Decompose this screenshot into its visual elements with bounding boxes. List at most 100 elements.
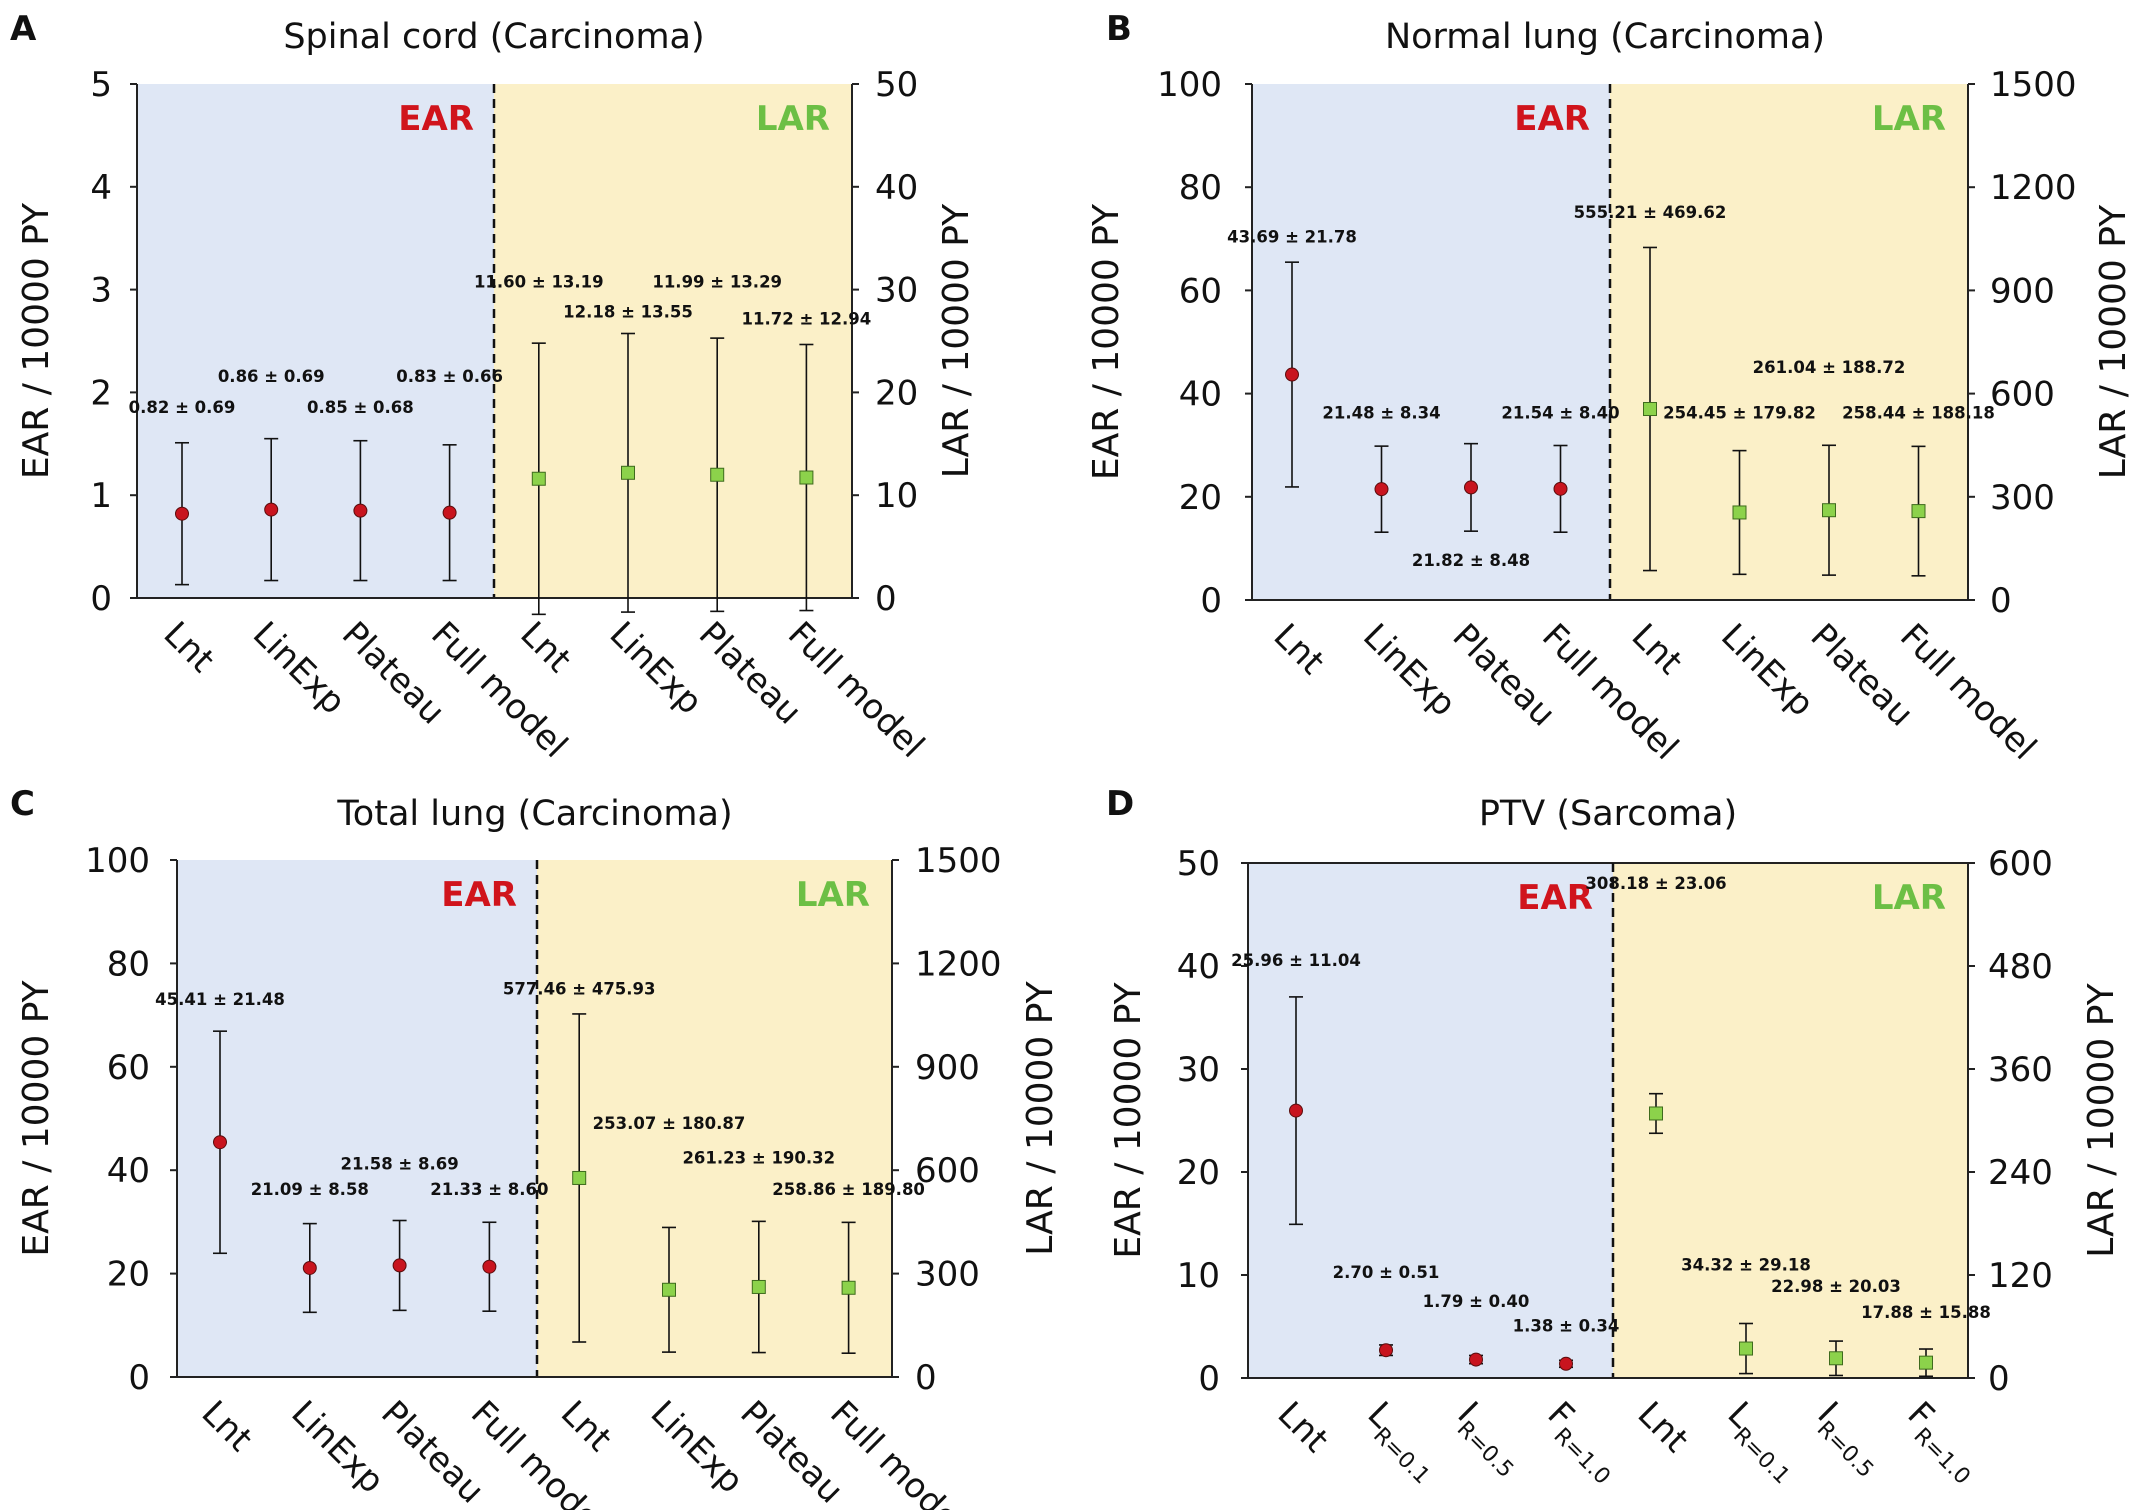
left-y-tick-label: 3 [90,271,112,311]
right-y-tick-label: 360 [1988,1050,2053,1090]
panel-letter: A [10,9,37,49]
panel-letter: D [1106,784,1134,824]
ear-point [175,506,189,521]
right-y-tick-label: 900 [915,1048,980,1088]
ear-point [1553,481,1568,496]
chart-panel-c: 0 20 40 60 80 100 0 300 600 900 1200 1500 C Total lun… [10,784,1061,1510]
left-y-tick-label: 40 [1177,947,1220,987]
x-category-subscript: R=0.1 [1728,1423,1794,1489]
right-y-tick-label: 10 [875,476,918,516]
x-category-subscript: R=1.0 [1909,1423,1975,1489]
lar-point [572,1170,587,1185]
x-category-label: Full model [1892,616,2044,768]
data-label-ear: 2.70 ± 0.51 [1333,1263,1440,1282]
data-label-ear: 0.82 ± 0.69 [129,398,236,417]
ear-region-label: EAR [441,875,517,915]
lar-point [751,1279,766,1294]
left-y-tick-label: 60 [107,1048,150,1088]
lar-region-label: LAR [1872,99,1946,139]
chart-panel-d: 0 10 20 30 40 50 0 120 240 360 480 600 D PTV (Sarcoma… [1106,784,2122,1490]
lar-region-label: LAR [1872,878,1946,918]
x-category-label: LinExp [602,614,710,722]
x-category-label: Lnt [1630,1394,1696,1460]
right-y-tick-label: 0 [1988,1359,2010,1399]
left-y-tick-label: 60 [1179,271,1222,311]
ear-point [353,503,368,518]
x-category-label: LinExp [283,1393,391,1501]
right-y-tick-label: 900 [1990,271,2055,311]
lar-point [1649,1106,1663,1121]
data-label-ear: 1.38 ± 0.34 [1513,1317,1620,1336]
data-label-lar: 12.18 ± 13.55 [563,302,693,321]
left-y-axis-title: EAR / 10000 PY [1086,203,1127,480]
ear-point [264,502,279,517]
left-y-tick-label: 80 [1179,168,1222,208]
left-y-tick-label: 100 [85,841,150,881]
data-label-lar: 11.72 ± 12.94 [742,310,872,329]
lar-point [621,465,635,480]
ear-region-label: EAR [1517,878,1593,918]
chart-panel-b: 0 20 40 60 80 100 0 300 600 900 1200 1500 B Normal lu… [1086,9,2134,768]
right-y-tick-label: 30 [875,271,918,311]
data-label-ear: 43.69 ± 21.78 [1227,227,1357,246]
right-y-tick-label: 0 [915,1358,937,1398]
x-category-label: Lnt [1266,616,1332,682]
lar-point [710,467,725,482]
lar-point [1829,1351,1843,1366]
x-category-subscript: R=0.5 [1452,1417,1518,1483]
right-y-tick-label: 120 [1988,1256,2053,1296]
right-y-tick-label: 1200 [915,944,1002,984]
ear-point [213,1135,227,1150]
data-label-ear: 21.82 ± 8.48 [1412,551,1530,570]
lar-region-background [1610,84,1968,600]
ear-region-background [177,860,537,1377]
lar-point [1919,1355,1933,1370]
data-label-lar: 555.21 ± 469.62 [1574,203,1727,222]
ear-point [1285,367,1299,382]
lar-point [662,1282,676,1297]
ear-point [302,1260,317,1275]
ear-region-background [1248,863,1613,1378]
left-y-tick-label: 20 [107,1255,150,1295]
lar-region-label: LAR [796,875,870,915]
left-y-tick-label: 2 [90,373,112,413]
chart-title: Total lung (Carcinoma) [336,794,732,834]
data-label-ear: 45.41 ± 21.48 [155,990,285,1009]
right-y-tick-label: 40 [875,168,918,208]
lar-region-background [1613,863,1968,1378]
right-y-tick-label: 600 [1988,844,2053,884]
data-label-lar: 577.46 ± 475.93 [503,979,656,998]
left-y-tick-label: 40 [107,1151,150,1191]
right-y-tick-label: 600 [915,1151,980,1191]
x-category-label: LinExp [245,614,353,722]
data-label-lar: 308.18 ± 23.06 [1585,874,1726,893]
data-label-lar: 261.23 ± 190.32 [682,1148,835,1167]
right-y-tick-label: 300 [915,1255,980,1295]
panel-letter: B [1106,9,1132,49]
chart-title: PTV (Sarcoma) [1479,794,1737,834]
left-y-axis-title: EAR / 10000 PY [16,202,57,479]
ear-point [1559,1356,1573,1371]
right-y-tick-label: 20 [875,373,918,413]
lar-point [841,1280,856,1295]
ear-point [1374,482,1389,497]
ear-region-label: EAR [1514,99,1590,139]
data-label-ear: 0.86 ± 0.69 [218,367,325,386]
right-y-tick-label: 240 [1988,1153,2053,1193]
data-label-ear: 0.85 ± 0.68 [307,398,414,417]
left-y-tick-label: 0 [1198,1359,1220,1399]
left-y-tick-label: 100 [1157,65,1222,105]
left-y-tick-label: 50 [1177,844,1220,884]
right-y-tick-label: 300 [1990,478,2055,518]
ear-point [1379,1343,1393,1358]
x-category-label: Lnt [553,1393,619,1459]
right-y-tick-label: 0 [875,579,897,619]
data-label-ear: 21.58 ± 8.69 [340,1155,458,1174]
left-y-tick-label: 20 [1177,1153,1220,1193]
lar-point [1732,505,1747,520]
x-category-subscript: R=1.0 [1549,1423,1615,1489]
data-label-ear: 21.09 ± 8.58 [251,1180,369,1199]
ear-point [442,505,457,520]
x-category-label: IR=0.5 [1805,1394,1894,1483]
right-y-tick-label: 1500 [915,841,1002,881]
